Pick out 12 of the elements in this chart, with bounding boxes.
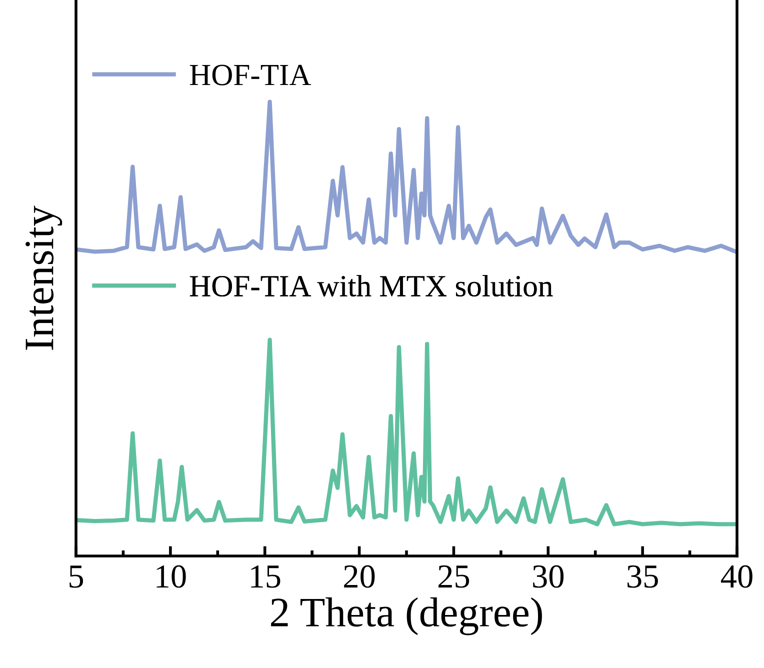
x-axis-title: 2 Theta (degree) — [271, 597, 542, 636]
x-tick-label: 20 — [344, 565, 375, 588]
legend-label: HOF-TIA with MTX solution — [190, 275, 553, 297]
x-tick-label: 30 — [533, 565, 564, 588]
x-tick-label: 10 — [156, 565, 186, 588]
x-tick-label: 35 — [628, 565, 658, 588]
x-tick-label: 15 — [251, 565, 280, 588]
y-axis-title: Intensity — [26, 206, 62, 350]
x-tick-label: 25 — [438, 565, 470, 588]
x-tick-label: 40 — [720, 565, 752, 588]
legend-label: HOF-TIA — [190, 64, 312, 86]
x-tick-label: 5 — [70, 566, 84, 588]
